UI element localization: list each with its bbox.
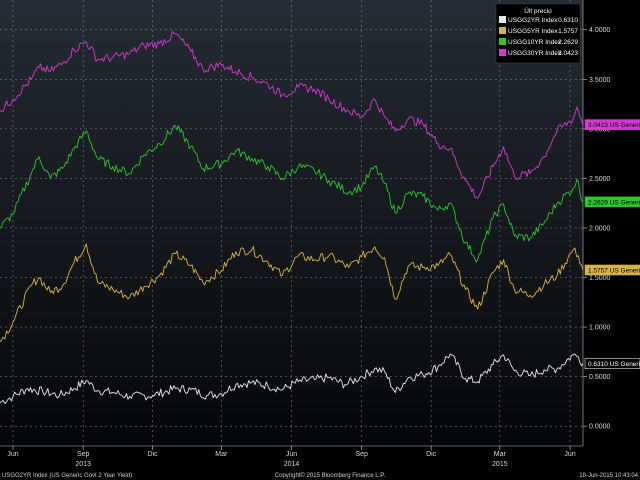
legend-swatch [499, 38, 506, 45]
legend-title: Últ precio [524, 6, 552, 15]
grid [0, 0, 583, 446]
last-value-box [584, 196, 640, 208]
x-tick-label: Sep [355, 451, 368, 458]
y-tick-label: 1.5000 [589, 275, 611, 282]
legend-swatch [499, 49, 506, 56]
x-tick-label: Dic [148, 451, 159, 458]
y-tick-label: 1.0000 [589, 325, 611, 332]
x-tick-label: Mar [494, 451, 507, 458]
x-year-label: 2013 [75, 461, 91, 468]
y-tick-label: 3.5000 [589, 77, 611, 84]
footer: USGG2YR Index (US Generic Govt 2 Year Yi… [2, 472, 639, 479]
legend-entry-value: 0.6310 [558, 17, 578, 24]
last-value-label: 0.6310 US Generi [588, 361, 640, 368]
series-line-usgg5yr [0, 243, 584, 343]
legend-swatch [499, 27, 506, 34]
legend-swatch [499, 16, 506, 23]
legend-entry-value: 1.5757 [558, 28, 578, 35]
x-tick-label: Sep [77, 451, 90, 458]
legend-entry-label: USGG2YR Index [508, 17, 558, 24]
series-layer [0, 30, 584, 405]
footer-center: Copyright© 2015 Bloomberg Finance L.P. [275, 472, 386, 479]
x-tick-label: Jun [286, 451, 297, 458]
y-tick-label: 2.0000 [589, 225, 611, 232]
y-axis: 0.00000.50001.00001.50002.00002.50003.00… [582, 0, 611, 446]
legend-box [495, 3, 581, 64]
last-value-box [584, 358, 640, 369]
y-tick-label: 4.0000 [589, 27, 611, 34]
series-line-usgg10yr [0, 125, 584, 263]
footer-left: USGG2YR Index (US Generic Govt 2 Year Yi… [2, 473, 132, 479]
y-tick-label: 2.5000 [589, 176, 611, 183]
x-tick-label: Jun [7, 451, 18, 458]
x-tick-label: Mar [215, 451, 228, 458]
last-value-box [584, 119, 640, 130]
y-tick-label: 0.5000 [589, 374, 611, 381]
x-axis: Jun Sep Dic Mar Jun Sep Dic Mar Jun 2013 2014 2015 [0, 445, 583, 468]
legend-entry-label: USGG30YR Index [508, 50, 562, 57]
x-tick-label: Dic [426, 451, 437, 458]
x-year-label: 2014 [284, 461, 300, 468]
legend-entry-label: USGG5YR Index [508, 28, 558, 35]
legend-entry-value: 3.0423 [558, 50, 578, 57]
last-value-label: 1.5757 US Generi [588, 268, 640, 275]
y-tick-label: 0.0000 [589, 424, 611, 431]
series-line-usgg2yr [0, 353, 584, 405]
legend-entry-label: USGG10YR Index [508, 39, 562, 46]
x-tick-label: Jun [564, 451, 575, 458]
last-value-box [584, 264, 640, 276]
last-value-label: 3.0423 US Generi [588, 122, 640, 129]
x-year-label: 2015 [492, 461, 508, 468]
legend-entry-value: 2.2629 [558, 39, 578, 46]
last-value-label: 2.2629 US Generi [588, 199, 640, 206]
series-line-usgg30yr [0, 30, 584, 199]
footer-right: 18-Jun-2015 10:43:04 [579, 473, 638, 479]
last-value-labels: 0.6310 US Generi 1.5757 US Generi 2.2629 U… [584, 119, 640, 369]
